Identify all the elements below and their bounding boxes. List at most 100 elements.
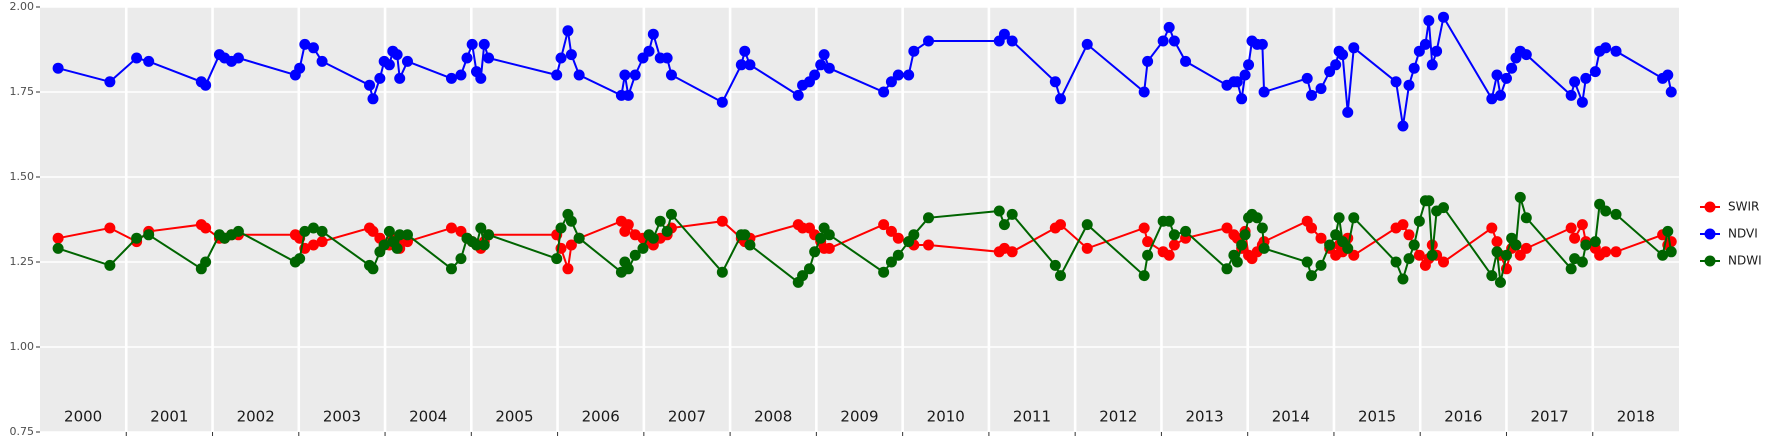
- point: [1330, 229, 1342, 241]
- point: [1301, 256, 1313, 268]
- point: [1426, 59, 1438, 71]
- point: [1397, 273, 1409, 285]
- point: [445, 72, 457, 84]
- point: [1486, 222, 1498, 234]
- point: [1413, 215, 1425, 227]
- point: [818, 49, 830, 61]
- point: [1390, 76, 1402, 88]
- y-tick-label: 1.00: [10, 340, 35, 353]
- year-label: 2011: [1013, 408, 1051, 426]
- point: [622, 263, 634, 275]
- point: [1081, 242, 1093, 254]
- point: [1403, 253, 1415, 265]
- point: [1231, 256, 1243, 268]
- point: [1610, 45, 1622, 57]
- point: [1403, 79, 1415, 91]
- point: [878, 219, 890, 231]
- point: [455, 253, 467, 265]
- point: [1348, 42, 1360, 54]
- point: [885, 256, 897, 268]
- year-label: 2002: [237, 408, 275, 426]
- point: [1662, 225, 1674, 237]
- point: [1251, 212, 1263, 224]
- point: [1324, 239, 1336, 251]
- point: [1397, 219, 1409, 231]
- point: [885, 76, 897, 88]
- point: [903, 69, 915, 81]
- point: [551, 253, 563, 265]
- point: [1494, 89, 1506, 101]
- legend-label: NDWI: [1728, 254, 1762, 268]
- point: [104, 222, 116, 234]
- year-label: 2010: [927, 408, 965, 426]
- point: [1138, 270, 1150, 282]
- point: [661, 52, 673, 64]
- point: [1054, 93, 1066, 105]
- point: [565, 239, 577, 251]
- point: [299, 38, 311, 50]
- point: [294, 253, 306, 265]
- point: [316, 236, 328, 248]
- point: [1142, 249, 1154, 261]
- point: [1520, 49, 1532, 61]
- point: [1342, 242, 1354, 254]
- point: [466, 38, 478, 50]
- point: [555, 52, 567, 64]
- legend-label: SWIR: [1728, 200, 1759, 214]
- point: [1423, 15, 1435, 27]
- point: [622, 89, 634, 101]
- point: [1589, 66, 1601, 78]
- point: [52, 242, 64, 254]
- point: [735, 59, 747, 71]
- year-label: 2014: [1272, 408, 1310, 426]
- point: [1600, 42, 1612, 54]
- year-label: 2001: [150, 408, 188, 426]
- point: [993, 205, 1005, 217]
- point: [200, 79, 212, 91]
- point: [716, 96, 728, 108]
- point: [809, 69, 821, 81]
- point: [1565, 89, 1577, 101]
- point: [1337, 49, 1349, 61]
- point: [475, 72, 487, 84]
- point: [1054, 270, 1066, 282]
- point: [1491, 246, 1503, 258]
- point: [1006, 208, 1018, 220]
- point: [104, 259, 116, 271]
- point: [1239, 229, 1251, 241]
- point: [739, 45, 751, 57]
- point: [622, 219, 634, 231]
- point: [1665, 246, 1677, 258]
- legend-point: [1704, 228, 1716, 240]
- point: [1163, 249, 1175, 261]
- point: [316, 225, 328, 237]
- point: [1397, 120, 1409, 132]
- point: [299, 225, 311, 237]
- year-label: 2017: [1531, 408, 1569, 426]
- y-tick-label: 2.00: [10, 0, 35, 13]
- point: [1486, 270, 1498, 282]
- point: [1589, 236, 1601, 248]
- point: [803, 263, 815, 275]
- year-label: 2007: [668, 408, 706, 426]
- point: [815, 232, 827, 244]
- year-label: 2005: [495, 408, 533, 426]
- point: [815, 59, 827, 71]
- point: [1258, 86, 1270, 98]
- point: [1239, 69, 1251, 81]
- point: [1390, 256, 1402, 268]
- point: [1438, 11, 1450, 23]
- point: [1221, 263, 1233, 275]
- point: [394, 72, 406, 84]
- point: [1662, 69, 1674, 81]
- point: [131, 232, 143, 244]
- point: [483, 52, 495, 64]
- year-label: 2008: [754, 408, 792, 426]
- point: [316, 55, 328, 67]
- point: [797, 270, 809, 282]
- point: [445, 263, 457, 275]
- point: [294, 62, 306, 74]
- point: [551, 69, 563, 81]
- point: [1049, 76, 1061, 88]
- point: [629, 69, 641, 81]
